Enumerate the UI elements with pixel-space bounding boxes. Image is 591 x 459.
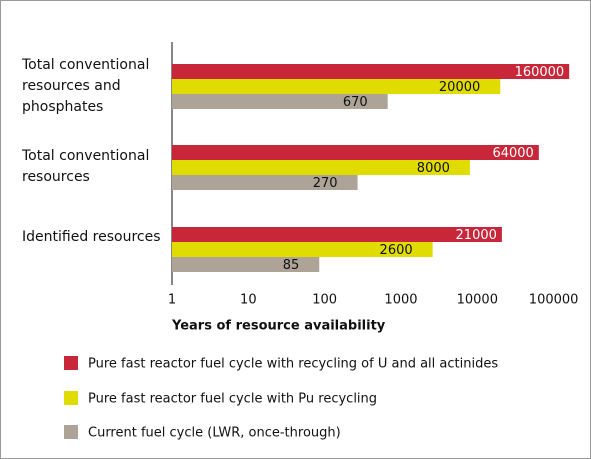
legend-label: Pure fast reactor fuel cycle with recycl… xyxy=(88,357,498,372)
legend-swatch xyxy=(64,425,78,439)
bar xyxy=(172,257,320,272)
x-tick-label: 10000 xyxy=(457,293,498,308)
value-label: 270 xyxy=(313,176,338,191)
value-label: 85 xyxy=(283,258,300,273)
category-label: Total conventional resources and phospha… xyxy=(22,57,150,115)
bar xyxy=(172,242,433,257)
bar xyxy=(172,64,570,79)
x-tick-label: 1000 xyxy=(384,293,417,308)
category-label: Total conventional resources xyxy=(22,148,150,185)
legend-label: Pure fast reactor fuel cycle with Pu rec… xyxy=(88,392,377,407)
x-tick-label: 100000 xyxy=(529,293,579,308)
bar xyxy=(172,94,388,109)
bar xyxy=(172,79,501,94)
value-label: 2600 xyxy=(380,243,413,258)
value-label: 64000 xyxy=(492,146,533,161)
legend-swatch xyxy=(64,391,78,405)
x-tick-label: 10 xyxy=(240,293,257,308)
value-label: 670 xyxy=(343,95,368,110)
bar xyxy=(172,175,358,190)
value-label: 21000 xyxy=(456,228,497,243)
value-label: 160000 xyxy=(515,65,565,80)
x-axis-title: Years of resource availability xyxy=(171,319,386,334)
x-tick-label: 100 xyxy=(312,293,337,308)
legend-label: Current fuel cycle (LWR, once-through) xyxy=(88,426,341,441)
bar xyxy=(172,227,502,242)
x-tick-label: 1 xyxy=(168,293,176,308)
category-label: Identified resources xyxy=(22,229,161,245)
bar xyxy=(172,145,539,160)
legend-swatch xyxy=(64,356,78,370)
bar xyxy=(172,160,470,175)
value-label: 8000 xyxy=(417,161,450,176)
value-label: 20000 xyxy=(439,80,480,95)
